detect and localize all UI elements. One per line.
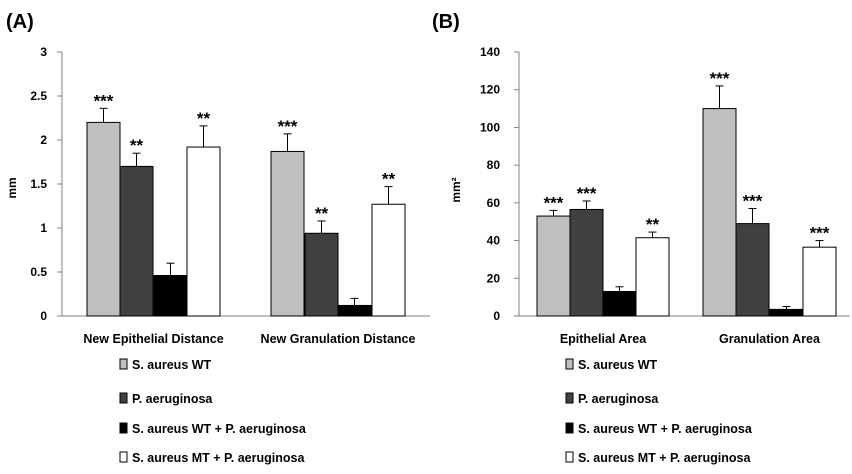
y-tick-label: 80: [487, 158, 501, 172]
bar: [635, 237, 670, 317]
significance-stars: **: [382, 170, 396, 189]
panel-label: (A): [6, 11, 34, 33]
bar: [769, 308, 804, 317]
category-label: Granulation Area: [719, 332, 821, 346]
bar: [186, 146, 221, 317]
legend-swatch: [565, 451, 574, 463]
bar: [802, 246, 837, 317]
bar: [371, 203, 406, 317]
legend-swatch: [119, 451, 128, 463]
significance-stars: **: [315, 204, 329, 223]
panel-label: (B): [432, 11, 460, 33]
bar: [569, 208, 604, 317]
category-label: Epithelial Area: [560, 332, 647, 346]
category-label: New Epithelial Distance: [83, 332, 223, 346]
legend-label: P. aeruginosa: [132, 392, 213, 406]
bar: [702, 108, 737, 317]
bar: [153, 275, 188, 317]
bar: [536, 215, 571, 317]
legend-swatch: [119, 392, 128, 404]
y-tick-label: 2: [40, 133, 47, 147]
significance-stars: ***: [577, 184, 597, 203]
y-tick-label: 120: [480, 83, 500, 97]
significance-stars: **: [130, 136, 144, 155]
category-label: New Granulation Distance: [261, 332, 416, 346]
y-tick-label: 1.5: [30, 177, 47, 191]
y-tick-label: 60: [487, 196, 501, 210]
y-tick-label: 0: [493, 309, 500, 323]
legend-label: S. aureus WT: [132, 358, 212, 372]
y-tick-label: 0: [40, 309, 47, 323]
y-tick-label: 2.5: [30, 89, 47, 103]
y-tick-label: 3: [40, 45, 47, 59]
legend-swatch: [565, 392, 574, 404]
legend-label: S. aureus WT + P. aeruginosa: [578, 422, 753, 436]
legend-label: S. aureus MT + P. aeruginosa: [132, 451, 305, 465]
y-tick-label: 100: [480, 120, 500, 134]
legend-label: S. aureus WT + P. aeruginosa: [132, 422, 307, 436]
legend-swatch: [119, 358, 128, 370]
legend-label: S. aureus WT: [578, 358, 658, 372]
legend-swatch: [565, 358, 574, 370]
legend-label: P. aeruginosa: [578, 392, 659, 406]
significance-stars: **: [646, 215, 660, 234]
significance-stars: ***: [94, 91, 114, 110]
y-tick-label: 0.5: [30, 265, 47, 279]
significance-stars: **: [197, 109, 211, 128]
significance-stars: ***: [544, 193, 564, 212]
legend-swatch: [119, 422, 128, 434]
y-tick-label: 1: [40, 221, 47, 235]
bar: [86, 121, 121, 317]
bar: [735, 223, 770, 317]
bar: [119, 165, 154, 317]
significance-stars: ***: [710, 69, 730, 88]
significance-stars: ***: [743, 192, 763, 211]
bar: [337, 304, 372, 317]
legend-swatch: [565, 422, 574, 434]
significance-stars: ***: [278, 117, 298, 136]
y-tick-label: 40: [487, 234, 501, 248]
y-tick-label: 20: [487, 271, 501, 285]
significance-stars: ***: [810, 224, 830, 243]
bar: [304, 232, 339, 317]
y-axis-label: mm²: [449, 177, 463, 202]
y-axis-label: mm: [5, 177, 19, 198]
y-tick-label: 140: [480, 45, 500, 59]
bar: [602, 290, 637, 317]
legend-label: S. aureus MT + P. aeruginosa: [578, 451, 751, 465]
bar: [270, 150, 305, 317]
